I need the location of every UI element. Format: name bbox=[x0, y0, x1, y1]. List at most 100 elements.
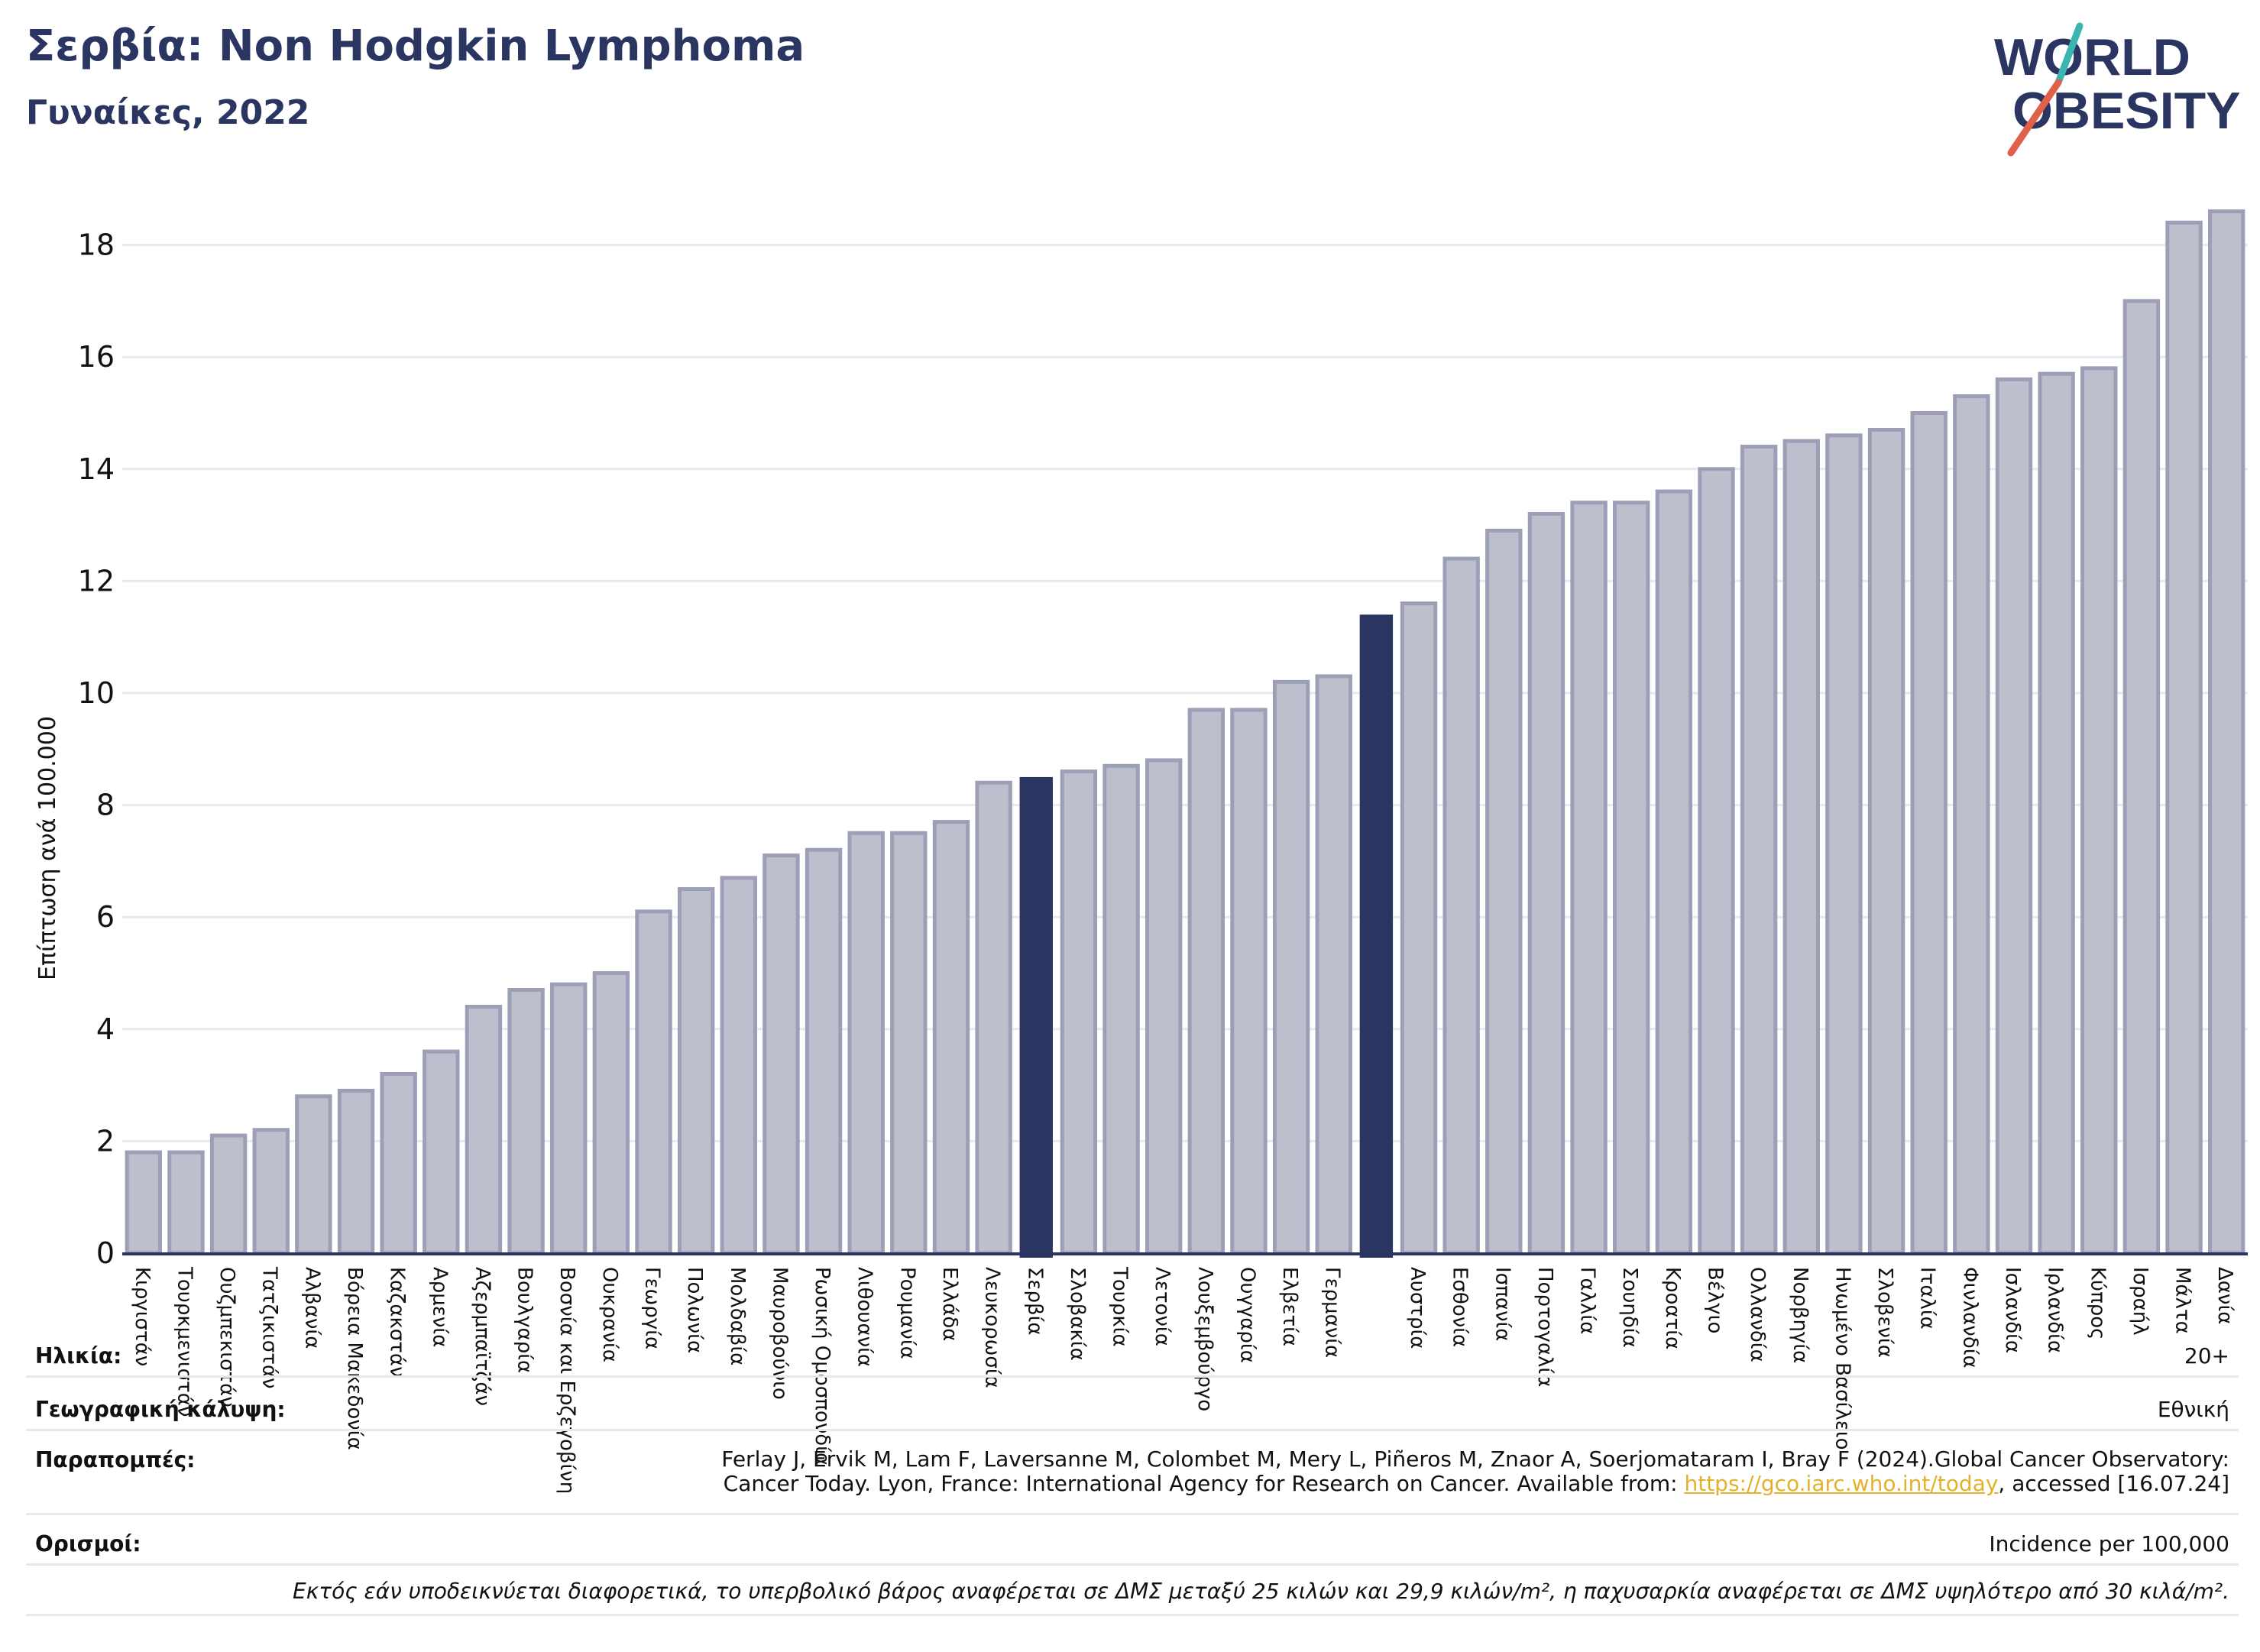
bar-Αυστρία bbox=[1400, 601, 1438, 1255]
x-tick-label: Λευκορωσία bbox=[981, 1267, 1004, 1388]
x-tick-label: Λιθουανία bbox=[853, 1267, 876, 1367]
x-tick-label: Ουκρανία bbox=[598, 1267, 621, 1362]
bar-Τατζικιστάν bbox=[252, 1128, 290, 1255]
x-tick-label: Κροατία bbox=[1661, 1267, 1684, 1349]
x-tick-label: Ελβετία bbox=[1278, 1267, 1301, 1346]
bar-Κύπρος bbox=[2080, 366, 2118, 1255]
bar-Πολωνία bbox=[677, 887, 715, 1255]
x-tick-label: Πολωνία bbox=[683, 1267, 706, 1353]
references-label: Παραπομπές: bbox=[35, 1447, 196, 1472]
y-tick-label: 4 bbox=[96, 1012, 115, 1046]
bar-Ισπανία bbox=[1485, 528, 1523, 1255]
bar-Βοσνία και Ερζεγοβίνη bbox=[550, 982, 588, 1255]
x-tick-label: Ισλανδία bbox=[2001, 1267, 2024, 1353]
x-tick-label: Αυστρία bbox=[1406, 1267, 1429, 1349]
definitions-value: Incidence per 100,000 bbox=[1989, 1531, 2229, 1556]
coverage-value: Εθνική bbox=[2157, 1397, 2229, 1422]
bar-Σλοβενία bbox=[1867, 427, 1905, 1255]
x-tick-label: Τουρκία bbox=[1109, 1266, 1132, 1347]
bar-Γεωργία bbox=[635, 909, 672, 1255]
x-tick-label: Λουξεμβούργο bbox=[1193, 1267, 1216, 1411]
x-tick-label: Αλβανία bbox=[300, 1267, 323, 1349]
y-tick-label: 18 bbox=[78, 228, 115, 262]
y-tick-label: 6 bbox=[96, 900, 115, 934]
x-tick-label: Λετονία bbox=[1151, 1267, 1174, 1346]
bar-Τουρκία bbox=[1102, 763, 1140, 1255]
info-row-coverage: Γεωγραφική κάλυψη: Εθνική bbox=[26, 1383, 2239, 1431]
bar-Ουγγαρία bbox=[1230, 708, 1268, 1255]
bar-Σουηδία bbox=[1613, 500, 1650, 1255]
references-line1: Ferlay J, Ervik M, Lam F, Laversanne M, … bbox=[721, 1446, 2229, 1472]
definitions-label: Ορισμοί: bbox=[35, 1531, 141, 1556]
y-tick-label: 0 bbox=[96, 1236, 115, 1270]
bar-Λετονία bbox=[1145, 758, 1183, 1255]
y-tick-label: 10 bbox=[78, 676, 115, 710]
x-tick-label: Φινλανδία bbox=[1958, 1267, 1981, 1369]
x-tick-label: Βόρεια Μακεδονία bbox=[343, 1267, 366, 1450]
bar-Αρμενία bbox=[423, 1049, 460, 1255]
bar-Σλοβακία bbox=[1060, 769, 1098, 1255]
bar-Ηνωμένο Βασίλειο bbox=[1825, 433, 1863, 1255]
y-tick-label: 8 bbox=[96, 789, 115, 822]
bar-Ρωσική Ομοσπονδία bbox=[805, 847, 843, 1255]
x-tick-label: Βοσνία και Ερζεγοβίνη bbox=[555, 1267, 578, 1494]
bar-Καζακστάν bbox=[380, 1071, 417, 1255]
footnote-divider bbox=[26, 1614, 2239, 1616]
x-tick-label: Σλοβακία bbox=[1066, 1267, 1089, 1361]
y-tick-label: 14 bbox=[78, 452, 115, 486]
x-tick-label: Καζακστάν bbox=[386, 1267, 409, 1378]
bar-Ολλανδία bbox=[1740, 444, 1778, 1255]
x-tick-label: Ισπανία bbox=[1491, 1267, 1514, 1341]
bars bbox=[125, 209, 2245, 1258]
references-text: Ferlay J, Ervik M, Lam F, Laversanne M, … bbox=[549, 1447, 2229, 1496]
x-tick-label: Σουηδία bbox=[1618, 1267, 1641, 1348]
y-tick-label: 2 bbox=[96, 1124, 115, 1158]
bar-Γαλλία bbox=[1570, 500, 1608, 1255]
bar-Εσθονία bbox=[1442, 556, 1480, 1255]
y-tick-label: 16 bbox=[78, 340, 115, 374]
references-link[interactable]: https://gco.iarc.who.int/today bbox=[1684, 1471, 1999, 1496]
x-tick-label: Ουγγαρία bbox=[1235, 1267, 1258, 1363]
bar-Λουξεμβούργο bbox=[1187, 708, 1226, 1255]
x-tick-label: Γερμανία bbox=[1321, 1267, 1344, 1358]
bar-Μάλτα bbox=[2165, 220, 2203, 1255]
bar-Βόρεια Μακεδονία bbox=[337, 1088, 375, 1255]
x-tick-label: Αζερμπαϊτζάν bbox=[471, 1267, 494, 1406]
x-tick-label: Ρουμανία bbox=[895, 1267, 918, 1359]
x-tick-label: Βέλγιο bbox=[1704, 1267, 1727, 1333]
bar-Νορβηγία bbox=[1782, 439, 1820, 1255]
x-tick-label: Τατζικιστάν bbox=[258, 1266, 281, 1389]
bar-Κιργιστάν bbox=[125, 1150, 163, 1255]
bar-Βέλγιο bbox=[1698, 467, 1735, 1255]
x-tick-label: Αρμενία bbox=[428, 1267, 451, 1347]
info-row-definitions: Ορισμοί: Incidence per 100,000 bbox=[26, 1521, 2239, 1566]
bar-Κροατία bbox=[1655, 489, 1693, 1255]
x-tick-label: Νορβηγία bbox=[1789, 1267, 1812, 1363]
x-tick-label: Πορτογαλία bbox=[1533, 1267, 1556, 1387]
bar-Ουκρανία bbox=[592, 971, 630, 1255]
x-tick-label: Εσθονία bbox=[1449, 1267, 1472, 1347]
x-tick-label: Ιρλανδία bbox=[2044, 1267, 2067, 1353]
bar-Ιταλία bbox=[1910, 411, 1948, 1255]
x-axis-labels: Κιργιστάν Τουρκμενιστάν Ουζμπεκιστάν Τατζικ… bbox=[131, 1266, 2236, 1494]
page-subtitle: Γυναίκες, 2022 bbox=[26, 93, 310, 132]
bar-Αζερμπαϊτζάν bbox=[465, 1004, 503, 1255]
info-row-age: Ηλικία: 20+ bbox=[26, 1330, 2239, 1378]
bar-Φινλανδία bbox=[1953, 394, 1990, 1255]
age-value: 20+ bbox=[2184, 1343, 2229, 1369]
bar-Τουρκμενιστάν bbox=[167, 1150, 205, 1255]
bar-Λευκορωσία bbox=[975, 780, 1012, 1255]
x-tick-label: Ιταλία bbox=[1916, 1267, 1939, 1330]
x-tick-label: Κύπρος bbox=[2086, 1267, 2109, 1339]
bar-Βουλγαρία bbox=[507, 987, 545, 1255]
bar-Ελλάδα bbox=[932, 820, 970, 1255]
references-line2: Cancer Today. Lyon, France: Internationa… bbox=[549, 1472, 2229, 1496]
y-axis-label: Επίπτωση ανά 100.000 bbox=[34, 716, 61, 980]
references-line2-pre: Cancer Today. Lyon, France: Internationa… bbox=[723, 1471, 1685, 1496]
bar-Μολδαβία bbox=[720, 876, 757, 1255]
x-tick-label: Γεωργία bbox=[641, 1267, 664, 1349]
info-row-references: Παραπομπές: Ferlay J, Ervik M, Lam F, La… bbox=[26, 1437, 2239, 1515]
bar-unlabeled bbox=[1359, 614, 1394, 1258]
logo-line1: WORLD bbox=[1994, 28, 2190, 86]
